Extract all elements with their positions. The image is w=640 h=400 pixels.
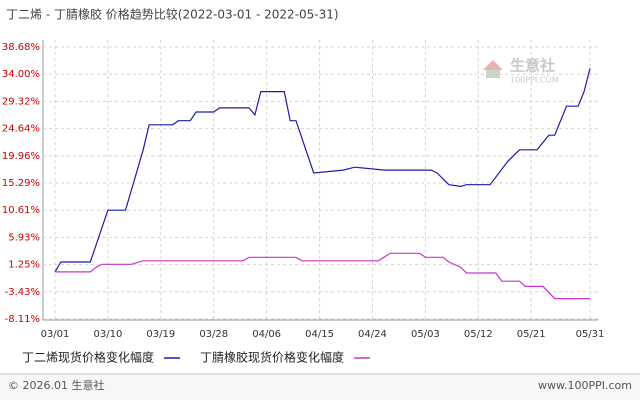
series-line xyxy=(54,68,591,273)
x-tick-label: 03/10 xyxy=(93,329,122,340)
x-tick-label: 03/01 xyxy=(41,329,70,340)
x-tick-label: 04/06 xyxy=(252,329,281,340)
footer-bg xyxy=(0,375,640,400)
x-tick-label: 04/24 xyxy=(358,329,387,340)
chart-title: 丁二烯 - 丁腈橡胶 价格趋势比较(2022-03-01 - 2022-05-3… xyxy=(6,7,339,22)
legend-label: 丁二烯现货价格变化幅度 xyxy=(22,350,154,365)
footer-right: www.100PPI.com xyxy=(538,379,632,392)
y-tick-label: 38.68% xyxy=(2,42,40,53)
y-tick-label: 15.29% xyxy=(2,178,40,189)
footer-left: © 2026.01 生意社 xyxy=(8,378,104,392)
series-line xyxy=(55,252,590,300)
x-tick-label: 05/21 xyxy=(517,329,546,340)
watermark-logo xyxy=(483,60,503,70)
y-tick-label: 34.00% xyxy=(2,69,40,80)
y-tick-label: -3.43% xyxy=(5,287,40,298)
y-tick-label: 29.32% xyxy=(2,96,40,107)
x-tick-label: 05/31 xyxy=(576,329,605,340)
y-tick-label: 1.25% xyxy=(8,260,40,271)
y-tick-label: 10.61% xyxy=(2,205,40,216)
x-tick-label: 05/12 xyxy=(464,329,493,340)
y-tick-label: 5.93% xyxy=(8,232,40,243)
x-tick-label: 03/28 xyxy=(199,329,228,340)
watermark-site: 100PPI.COM xyxy=(510,76,559,85)
y-tick-label: 24.64% xyxy=(2,124,40,135)
x-tick-label: 04/15 xyxy=(305,329,334,340)
x-tick-label: 05/03 xyxy=(411,329,440,340)
x-tick-label: 03/19 xyxy=(146,329,175,340)
legend-label: 丁腈橡胶现货价格变化幅度 xyxy=(200,350,344,365)
watermark-name: 生意社 xyxy=(510,57,555,75)
y-tick-label: 19.96% xyxy=(2,151,40,162)
y-tick-label: -8.11% xyxy=(5,314,40,325)
